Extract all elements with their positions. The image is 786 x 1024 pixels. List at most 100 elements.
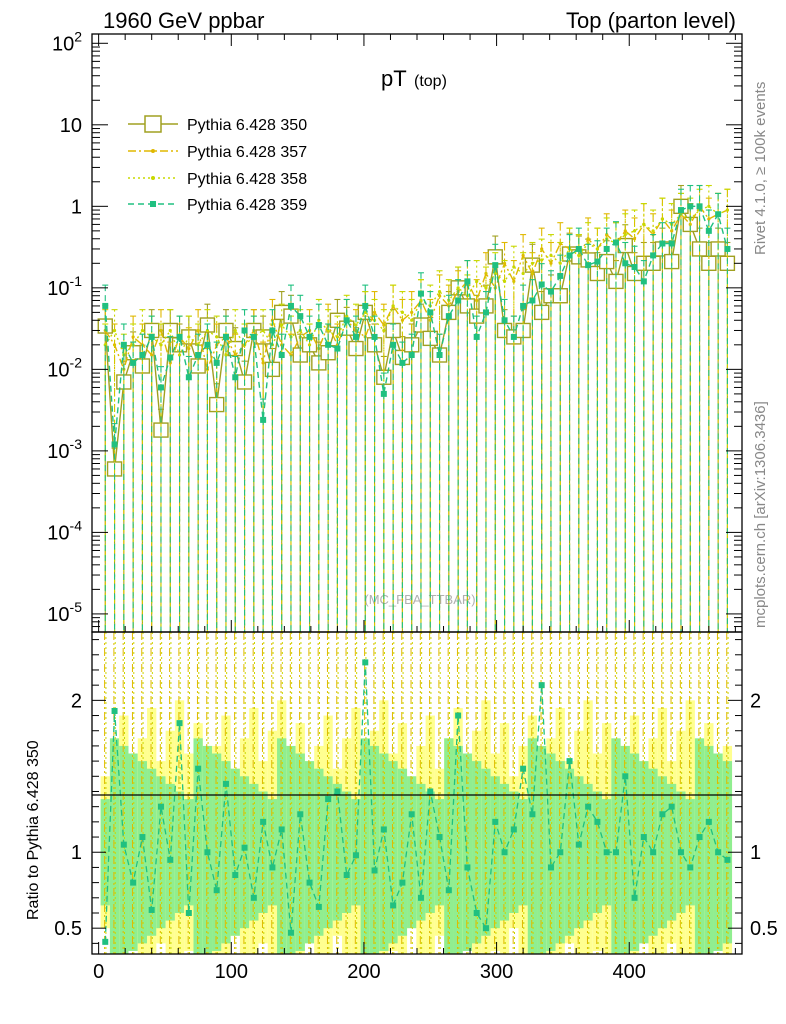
band-green: [137, 761, 148, 944]
ratio-point-359: [167, 856, 174, 863]
point-359: [724, 245, 731, 252]
legend-marker-357: [151, 149, 155, 153]
point-359: [371, 333, 378, 340]
band-green: [425, 791, 435, 913]
point-359: [287, 302, 294, 309]
point-359: [185, 374, 192, 381]
ratio-point-359: [455, 712, 462, 719]
point-359: [501, 317, 508, 324]
band-green: [722, 761, 733, 944]
point-358: [363, 310, 367, 314]
point-359: [111, 441, 118, 448]
ratio-point-359: [408, 811, 415, 818]
point-358: [280, 323, 284, 327]
point-359: [575, 245, 582, 252]
ratio-point-359: [195, 765, 202, 772]
point-358: [623, 232, 627, 237]
point-359: [594, 258, 601, 265]
watermark: (MC_FBA_TTBAR): [364, 592, 475, 607]
x-tick-label: 300: [480, 961, 513, 983]
point-358: [410, 318, 414, 322]
band-green: [249, 783, 259, 921]
header-right: Top (parton level): [566, 8, 736, 33]
band-green: [667, 783, 677, 921]
band-green: [165, 783, 175, 921]
point-359: [715, 211, 722, 218]
point-358: [642, 222, 646, 227]
band-green: [509, 791, 519, 913]
band-green: [119, 745, 129, 954]
point-358: [159, 343, 163, 347]
point-359: [482, 309, 489, 316]
ratio-point-359: [696, 834, 703, 841]
legend-marker-358: [151, 176, 155, 180]
ratio-point-359: [241, 844, 248, 851]
point-359: [464, 278, 471, 285]
ratio-point-359: [325, 796, 332, 803]
legend-entry-358: Pythia 6.428 358: [128, 171, 307, 188]
point-359: [232, 374, 239, 381]
point-358: [112, 328, 117, 333]
point-357: [410, 310, 414, 314]
band-green: [462, 753, 473, 951]
point-358: [354, 323, 358, 327]
band-green: [472, 761, 482, 944]
ratio-point-359: [436, 834, 443, 841]
point-359: [705, 227, 712, 234]
point-358: [140, 328, 145, 333]
point-359: [677, 207, 684, 214]
ratio-point-359: [557, 849, 564, 856]
point-359: [417, 290, 424, 297]
point-358: [187, 335, 191, 339]
band-green: [453, 745, 463, 954]
point-358: [595, 247, 600, 251]
band-green: [490, 776, 500, 929]
point-359: [343, 317, 350, 324]
ratio-tick-label-right: 0.5: [750, 918, 778, 940]
point-357: [400, 318, 405, 322]
point-359: [612, 239, 619, 246]
point-359: [157, 384, 164, 391]
band-green: [564, 768, 575, 936]
point-357: [131, 335, 135, 339]
point-357: [632, 237, 637, 241]
ratio-point-359: [306, 879, 313, 886]
legend-entry-350: Pythia 6.428 350: [128, 115, 307, 134]
ratio-point-359: [362, 659, 369, 666]
ratio-ylabel: Ratio to Pythia 6.428 350: [25, 740, 42, 920]
point-358: [400, 310, 405, 314]
point-359: [362, 302, 369, 309]
band-green: [434, 799, 445, 906]
band-green: [583, 783, 593, 921]
point-359: [668, 240, 675, 247]
y-tick-label: 10: [60, 115, 82, 137]
band-green: [360, 738, 370, 954]
point-359: [176, 333, 183, 340]
ratio-point-359: [297, 811, 304, 818]
ratio-point-359: [185, 909, 192, 916]
x-tick-label: 200: [347, 961, 380, 983]
point-358: [484, 286, 488, 290]
point-359: [260, 416, 267, 423]
band-green: [481, 768, 491, 936]
point-359: [120, 341, 127, 348]
point-359: [427, 309, 434, 316]
x-tick-label: 0: [93, 961, 104, 983]
y-tick-label: 10-5: [47, 599, 82, 626]
point-358: [437, 289, 442, 294]
point-359: [352, 333, 359, 340]
band-green: [527, 738, 538, 954]
ratio-point-359: [176, 720, 183, 727]
point-358: [540, 258, 544, 262]
point-358: [558, 261, 562, 265]
ratio-point-359: [352, 852, 359, 859]
band-green: [546, 753, 556, 951]
y-tick-label: 10-3: [47, 436, 82, 463]
band-green: [147, 768, 157, 936]
band-green: [304, 761, 315, 944]
point-358: [530, 261, 535, 265]
point-359: [622, 260, 629, 267]
point-359: [520, 302, 527, 309]
band-green: [639, 761, 649, 944]
